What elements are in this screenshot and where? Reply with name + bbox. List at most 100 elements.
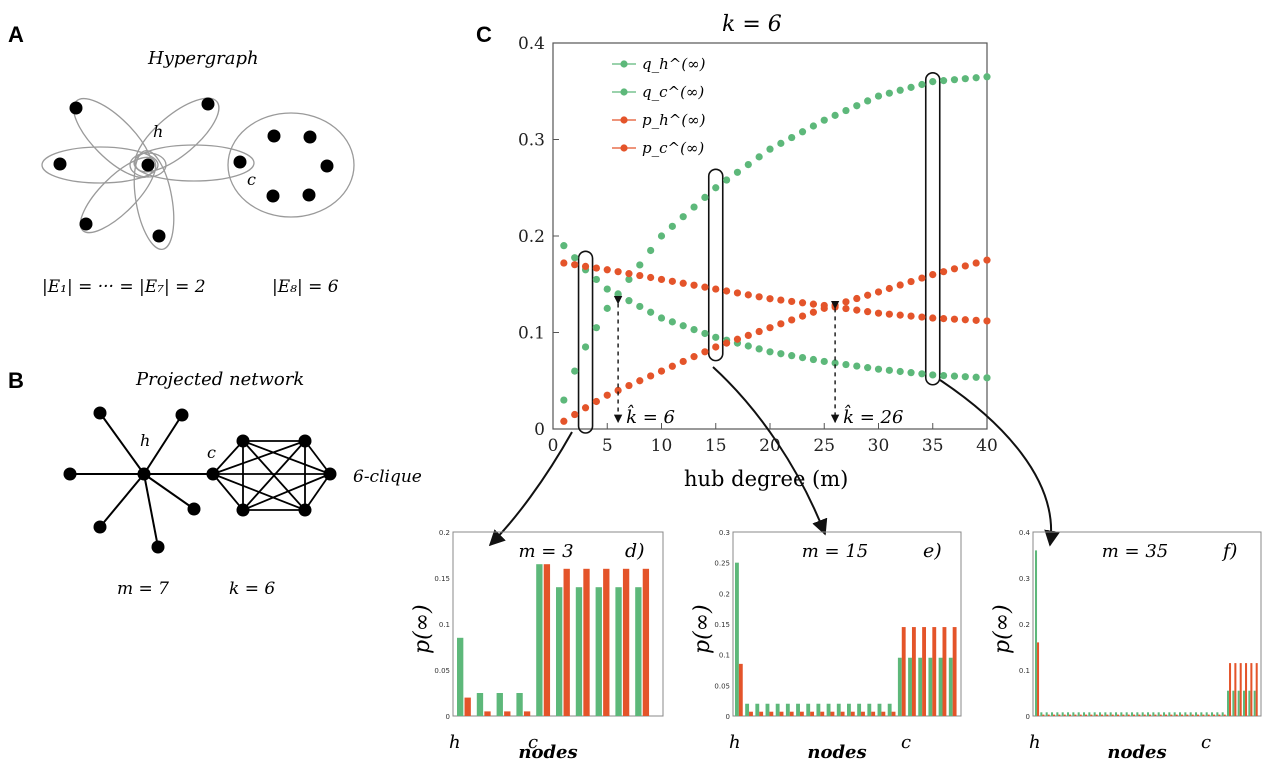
series-0-point [788, 133, 796, 142]
bar [1157, 712, 1160, 716]
series-0-point [581, 343, 590, 351]
series-2-point [625, 381, 633, 390]
bar [1232, 690, 1235, 716]
bar [749, 711, 753, 716]
bar [1141, 712, 1144, 716]
bar [765, 703, 770, 716]
series-1-point [961, 373, 969, 381]
bar [615, 587, 622, 716]
series-1-point [571, 254, 579, 262]
hypergraph-node [53, 157, 67, 171]
bar-panel-title: m = 35 [1102, 541, 1169, 562]
series-1-point [614, 291, 622, 299]
panel-b: B Projected network [8, 368, 422, 599]
bar [504, 711, 511, 716]
series-1-point [766, 348, 774, 356]
series-3-point [581, 262, 590, 270]
projected-node [298, 434, 312, 448]
series-1-point [798, 353, 807, 362]
bar [1120, 712, 1123, 716]
series-3-point [788, 297, 796, 306]
series-0-point [712, 184, 720, 192]
bar [1154, 714, 1157, 716]
bar [1237, 690, 1240, 716]
bar [1037, 642, 1040, 716]
bar [1221, 712, 1224, 716]
series-0-point [853, 102, 861, 110]
bar [603, 568, 610, 716]
hypergraph-node-h [141, 158, 155, 172]
series-3-point [885, 310, 893, 318]
series-2-point [798, 312, 807, 320]
series-3-point [983, 317, 991, 325]
series-2-point [842, 298, 850, 306]
series-0-point [777, 139, 785, 147]
panel-connectors [488, 366, 1061, 547]
series-2-point [668, 362, 676, 370]
series-0-point [690, 203, 698, 211]
hyperedge-e8 [227, 112, 355, 218]
bar [1085, 714, 1088, 716]
bar [556, 587, 563, 716]
bar [1136, 712, 1139, 716]
projected-node [298, 503, 312, 517]
bar-x-mark-h: h [729, 732, 741, 753]
series-0-point [603, 304, 611, 312]
series-2-point [712, 343, 720, 351]
bar-panel-letter: e) [923, 540, 942, 562]
data-points [560, 73, 991, 425]
hypergraph-node [302, 188, 316, 202]
projected-h-label: h [140, 431, 150, 450]
bar [1053, 714, 1056, 716]
x-tick-label: 20 [759, 436, 781, 456]
series-0-point [733, 168, 742, 176]
projected-node [187, 502, 201, 516]
bar-y-tick-label: 0 [1026, 713, 1030, 721]
bar [635, 587, 642, 716]
bar [1122, 714, 1125, 716]
bar [779, 711, 784, 716]
series-0-point [842, 106, 850, 115]
bar [464, 697, 471, 716]
series-2-point [777, 320, 785, 328]
bar [516, 693, 523, 716]
bar [796, 703, 800, 716]
highlight-box-m3 [577, 250, 594, 434]
series-0-point [766, 145, 774, 153]
series-2-point [961, 262, 969, 270]
bar [887, 703, 892, 716]
bar [1045, 712, 1048, 716]
hyperedge-e4 [133, 144, 255, 182]
series-1-point [929, 371, 937, 379]
projected-node-h [137, 467, 151, 481]
series-1-point [777, 350, 785, 358]
bar [1051, 712, 1054, 716]
series-1-point [842, 360, 850, 369]
bar [816, 703, 821, 716]
bar [1207, 714, 1210, 716]
bar [1090, 714, 1093, 716]
x-tick-label: 40 [976, 436, 998, 456]
series-2-point [701, 348, 709, 356]
edge-size-equation: |E₁| = ··· = |E₇| = 2 [42, 277, 206, 297]
hypergraph-node [320, 159, 334, 173]
series-2-point [723, 339, 731, 347]
series-3-point [940, 315, 948, 323]
projected-node [93, 406, 107, 420]
bar [1234, 663, 1237, 716]
series-1-point [918, 370, 926, 378]
bar-panel-f: 0 0.1 0.2 0.3 0.4 m = 35 f) p(∞) h c nodes [990, 529, 1262, 763]
legend-label: p_c^(∞) [642, 139, 704, 157]
bar-x-axis-label: nodes [518, 742, 577, 763]
series-3-point [864, 308, 872, 316]
series-1-point [560, 242, 568, 250]
bar [1067, 712, 1070, 716]
series-3-point [636, 271, 644, 280]
bar [745, 703, 750, 716]
series-0-point [809, 122, 818, 130]
bar [1074, 714, 1077, 716]
x-tick-label: 30 [868, 436, 890, 456]
bar [1175, 714, 1178, 716]
bar [738, 663, 743, 716]
series-0-point [940, 77, 948, 85]
